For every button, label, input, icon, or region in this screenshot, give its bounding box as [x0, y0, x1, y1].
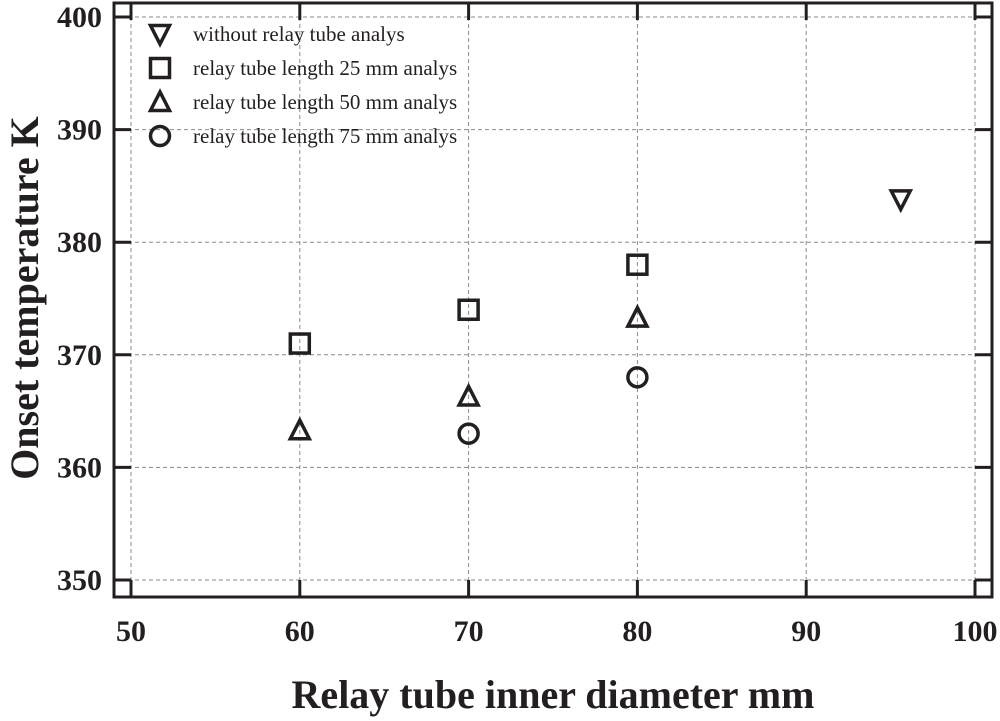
- circle-marker-icon: [457, 422, 480, 445]
- x-tick-label: 100: [953, 615, 998, 648]
- legend-triangle-down-icon: [147, 23, 173, 48]
- triangle-up-marker-icon: [456, 382, 481, 407]
- y-tick-label: 370: [57, 339, 102, 372]
- data-points: [287, 189, 914, 445]
- legend-label: relay tube length 75 mm analys: [193, 124, 457, 148]
- legend-triangle-up-icon: [147, 88, 173, 113]
- square-marker-icon: [626, 253, 649, 276]
- legend-label: without relay tube analys: [193, 22, 405, 46]
- square-marker-icon: [288, 332, 312, 355]
- y-tick-label: 380: [57, 226, 102, 259]
- grid-lines: [114, 3, 992, 597]
- legend: without relay tube analys relay tube leng…: [147, 22, 457, 148]
- y-tick-label: 390: [57, 114, 102, 147]
- x-axis-title: Relay tube inner diameter mm: [292, 672, 815, 717]
- y-tick-label: 350: [57, 564, 102, 597]
- x-tick-label: 50: [116, 615, 146, 648]
- legend-label: relay tube length 25 mm analys: [193, 56, 457, 80]
- y-axis-title: Onset temperature K: [2, 116, 47, 480]
- x-tick-labels: 50 60 70 80 90 100: [116, 615, 998, 648]
- triangle-up-marker-icon: [287, 416, 313, 441]
- y-tick-label: 400: [57, 1, 102, 34]
- triangle-down-marker-icon: [888, 189, 914, 214]
- x-tick-label: 80: [622, 615, 652, 648]
- legend-square-icon: [148, 56, 172, 80]
- x-tick-label: 60: [285, 615, 315, 648]
- triangle-up-marker-icon: [625, 303, 650, 328]
- axis-ticks: [114, 3, 992, 597]
- y-tick-label: 360: [57, 451, 102, 484]
- y-tick-labels: 350 360 370 380 390 400: [57, 1, 102, 597]
- plot-frame: [112, 1, 994, 599]
- circle-marker-icon: [626, 366, 649, 389]
- x-tick-label: 90: [791, 615, 821, 648]
- square-marker-icon: [457, 298, 480, 322]
- legend-label: relay tube length 50 mm analys: [193, 90, 457, 114]
- x-tick-label: 70: [454, 615, 484, 648]
- legend-circle-icon: [148, 124, 172, 148]
